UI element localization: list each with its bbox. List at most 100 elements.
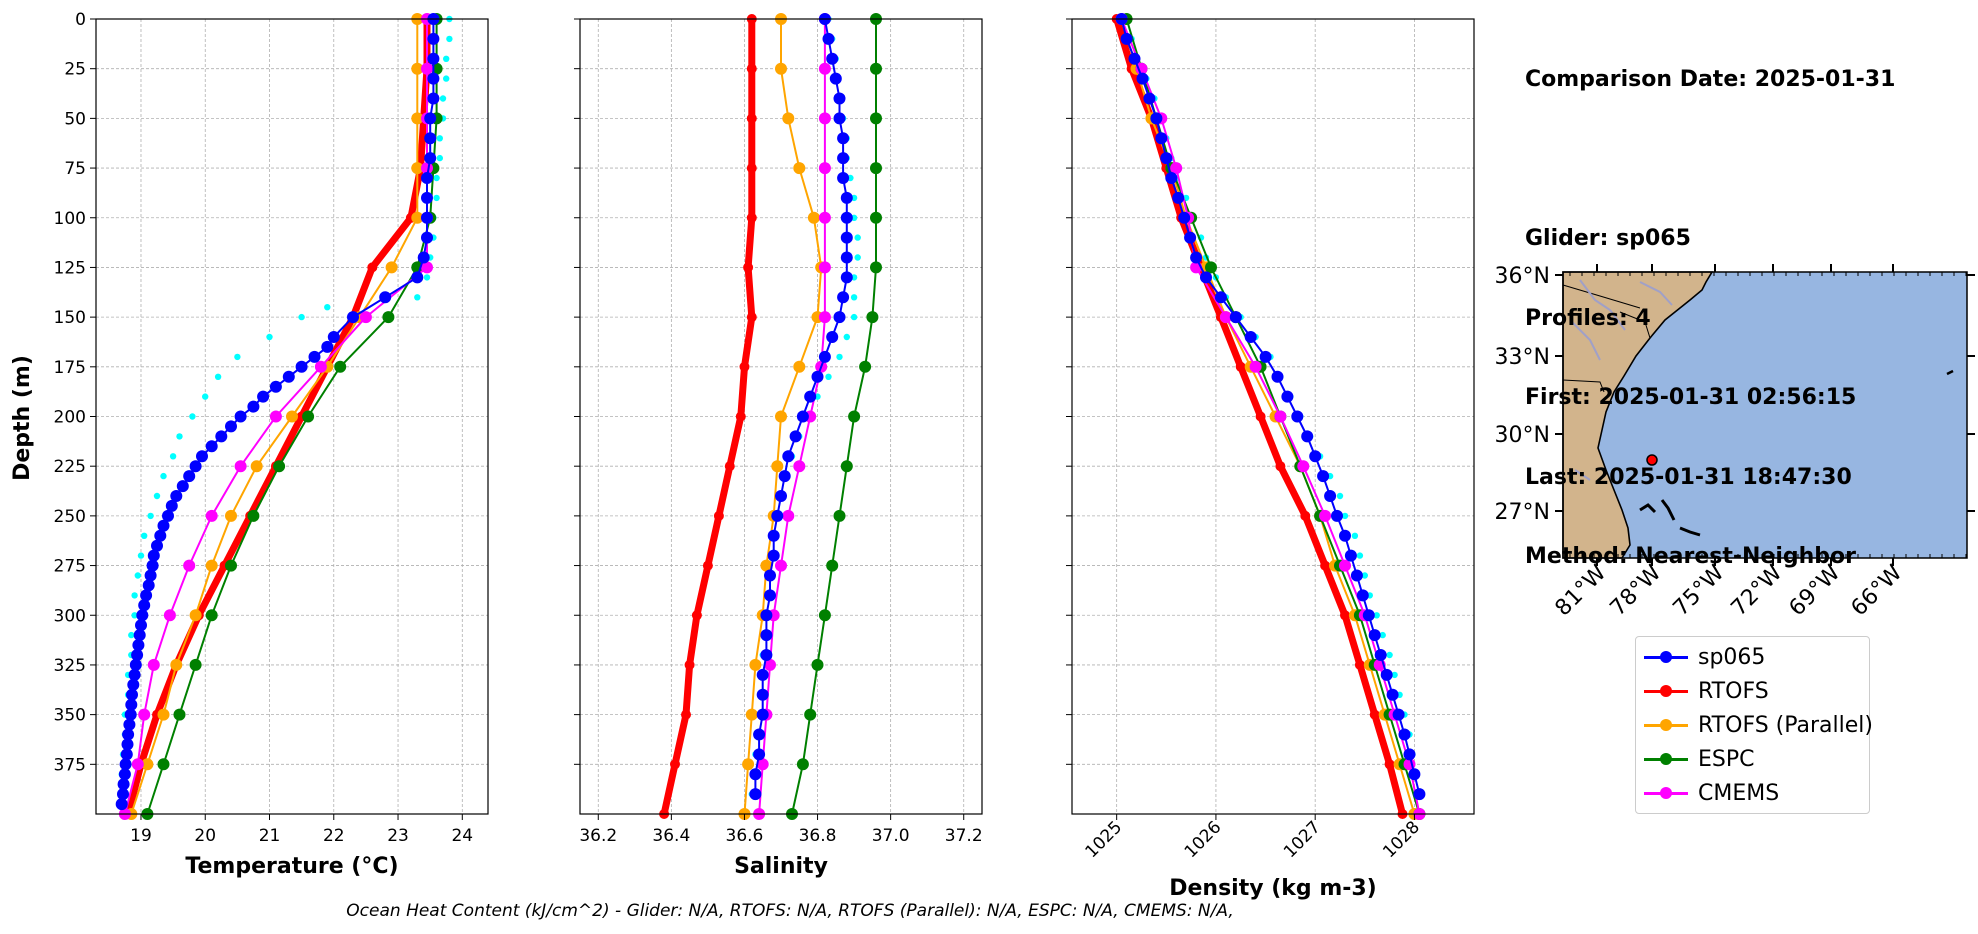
y-tick-label: 0 [75, 10, 86, 30]
data-point [1362, 609, 1375, 622]
series-cmems [1115, 13, 1426, 820]
data-point [837, 152, 850, 165]
legend-swatch-espc [1644, 745, 1688, 773]
data-point [1344, 549, 1357, 562]
data-point [202, 393, 209, 400]
data-point [818, 162, 831, 175]
data-point [1274, 410, 1287, 423]
data-point [1244, 331, 1257, 343]
series-rtofs [659, 14, 757, 819]
data-point [443, 75, 450, 82]
data-point [1373, 612, 1380, 619]
data-point [298, 313, 305, 321]
data-point [807, 211, 820, 224]
data-point [796, 758, 809, 771]
data-point [746, 113, 757, 124]
data-point [818, 311, 831, 324]
data-point [1361, 572, 1369, 579]
data-point [131, 649, 144, 661]
data-point [286, 410, 298, 423]
data-point [756, 708, 769, 721]
data-point [833, 311, 846, 324]
y-tick-label: 350 [54, 706, 86, 726]
legend-label: ESPC [1698, 746, 1755, 772]
data-point [126, 688, 138, 701]
data-point [713, 510, 724, 521]
data-point [327, 331, 340, 343]
data-point [427, 92, 440, 105]
data-point [1339, 559, 1351, 572]
data-point [334, 360, 347, 373]
data-point [411, 211, 424, 224]
data-point [125, 698, 138, 711]
data-point [1340, 610, 1350, 621]
data-point [1229, 311, 1242, 324]
data-point [135, 619, 147, 632]
data-point [1384, 759, 1395, 770]
data-point [1297, 460, 1310, 473]
data-point [1165, 172, 1178, 184]
data-point [131, 758, 144, 771]
data-point [1317, 470, 1330, 483]
data-point [424, 132, 437, 145]
data-point [1291, 410, 1304, 423]
data-point [382, 311, 395, 324]
data-point [767, 529, 780, 542]
x-tick-label: 37.2 [945, 826, 983, 846]
data-point [1255, 411, 1266, 422]
data-point [359, 311, 372, 324]
data-point [702, 560, 713, 571]
data-point [411, 62, 424, 75]
data-point [183, 559, 196, 572]
data-point [833, 112, 846, 125]
data-point [436, 135, 443, 142]
data-point [141, 532, 148, 539]
data-point [146, 559, 159, 572]
data-point [439, 95, 447, 102]
data-point [1403, 748, 1416, 761]
map-lat-label: 33°N [1495, 345, 1550, 370]
x-tick-label: 21 [259, 826, 281, 846]
data-point [205, 609, 218, 622]
legend-label: RTOFS [1698, 678, 1769, 704]
x-tick-label: 37.0 [872, 826, 910, 846]
data-point [234, 410, 247, 423]
data-point [825, 373, 832, 380]
series-espc [141, 13, 443, 820]
map-state-border-3 [1562, 379, 1605, 393]
map-river-4 [1574, 469, 1591, 481]
data-point [1392, 708, 1405, 721]
data-point [1386, 688, 1399, 701]
data-point [1205, 261, 1217, 274]
data-point [840, 231, 853, 244]
data-point [771, 509, 784, 522]
data-point [1408, 768, 1421, 781]
map-river-3 [1639, 281, 1673, 306]
data-point [1351, 532, 1359, 539]
data-point [850, 294, 858, 301]
data-point [1380, 668, 1393, 681]
data-point [771, 460, 784, 473]
data-point [1200, 271, 1212, 284]
data-point [1386, 651, 1393, 659]
x-tick-label: 1026 [1181, 817, 1226, 862]
data-point [414, 294, 421, 301]
map-land-southeast-us [1562, 271, 1714, 559]
data-point [121, 738, 134, 751]
data-point [782, 112, 795, 125]
data-point [1374, 649, 1387, 661]
data-point [1398, 728, 1411, 741]
data-point [826, 52, 839, 65]
data-point [767, 549, 780, 562]
data-point [756, 668, 769, 681]
data-point [826, 331, 839, 343]
data-point [421, 261, 433, 274]
x-tick-label: 1028 [1379, 817, 1424, 862]
x-tick-label: 23 [387, 826, 409, 846]
data-point [189, 658, 202, 671]
data-point [411, 271, 424, 284]
data-point [691, 610, 702, 621]
data-point [840, 251, 853, 264]
data-point [379, 291, 392, 304]
